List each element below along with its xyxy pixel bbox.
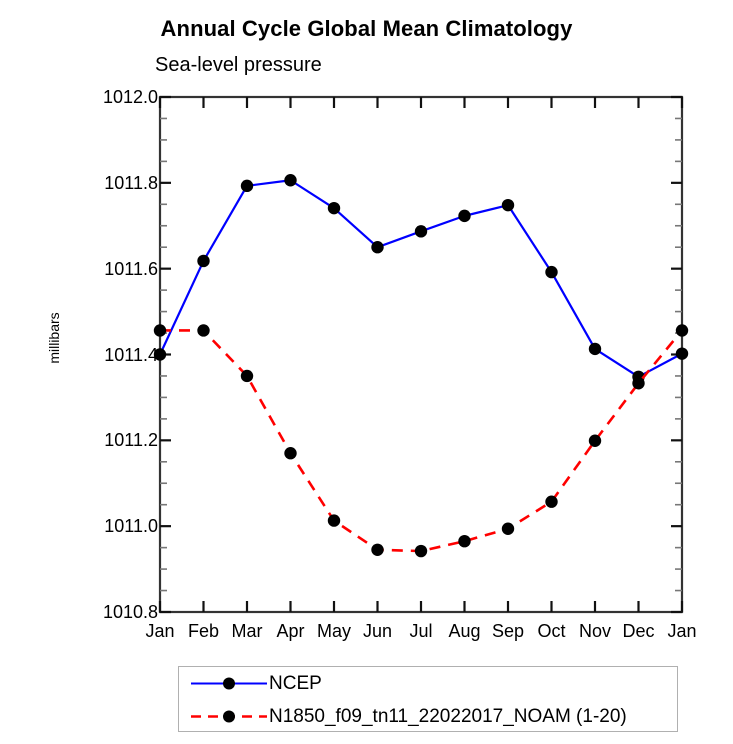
y-tick-text: 1011.2 bbox=[104, 430, 158, 451]
x-tick-label: Aug bbox=[435, 620, 495, 642]
x-tick-text: Jan bbox=[667, 621, 697, 641]
x-tick-label: Jul bbox=[391, 620, 451, 642]
y-tick-label: 1011.8 bbox=[72, 174, 158, 192]
data-point-marker bbox=[588, 434, 602, 447]
y-tick-text: 1011.4 bbox=[104, 344, 158, 365]
series-line-0 bbox=[159, 179, 683, 378]
x-tick-label: Mar bbox=[217, 620, 277, 642]
chart-title: Annual Cycle Global Mean Climatology bbox=[160, 16, 573, 41]
x-tick-label: Jan bbox=[652, 620, 712, 642]
x-tick-label: Jan bbox=[130, 620, 190, 642]
x-tick-text: Oct bbox=[537, 621, 566, 641]
data-point-marker bbox=[632, 377, 645, 390]
data-point-marker bbox=[327, 514, 341, 527]
data-point-marker bbox=[414, 544, 428, 558]
y-tick-label: 1010.8 bbox=[72, 603, 158, 621]
data-point-marker bbox=[197, 254, 210, 268]
data-point-marker bbox=[501, 198, 515, 212]
data-point-marker bbox=[588, 342, 602, 356]
data-point-marker bbox=[240, 179, 254, 193]
data-point-marker bbox=[458, 534, 471, 548]
legend-line-sample-model bbox=[191, 710, 267, 723]
data-point-marker bbox=[371, 241, 384, 254]
x-tick-text: Jul bbox=[409, 621, 433, 641]
legend-label-model: N1850_f09_tn11_22022017_NOAM (1-20) bbox=[269, 706, 627, 727]
x-tick-label: May bbox=[304, 620, 364, 642]
x-tick-text: Aug bbox=[448, 621, 481, 641]
data-point-marker bbox=[501, 522, 515, 535]
y-tick-label: 1011.6 bbox=[72, 260, 158, 278]
data-point-marker bbox=[675, 347, 689, 360]
legend-entry-model: N1850_f09_tn11_22022017_NOAM (1-20) bbox=[179, 700, 679, 733]
data-point-marker bbox=[371, 543, 384, 556]
data-point-marker bbox=[545, 265, 558, 279]
data-point-marker bbox=[284, 447, 297, 460]
data-point-marker bbox=[240, 369, 254, 383]
legend-entry-ncep: NCEP bbox=[179, 667, 679, 700]
chart-legend: NCEP N1850_f09_tn11_22022017_NOAM (1-20) bbox=[178, 666, 678, 732]
x-tick-text: May bbox=[316, 621, 351, 641]
x-tick-text: Sep bbox=[491, 621, 525, 641]
legend-label-ncep: NCEP bbox=[269, 673, 322, 694]
x-tick-label: Apr bbox=[261, 620, 321, 642]
data-point-marker bbox=[153, 324, 167, 337]
x-tick-text: Apr bbox=[276, 621, 305, 641]
chart-subtitle: Sea-level pressure bbox=[155, 54, 322, 76]
x-tick-text: Jun bbox=[362, 621, 393, 641]
x-tick-text: Dec bbox=[622, 621, 655, 641]
x-tick-text: Mar bbox=[231, 621, 263, 641]
y-tick-text: 1011.0 bbox=[104, 516, 158, 537]
y-tick-label: 1011.4 bbox=[72, 346, 158, 364]
y-tick-text: 1011.8 bbox=[104, 172, 158, 193]
x-tick-text: Feb bbox=[187, 621, 220, 641]
data-point-marker bbox=[153, 348, 167, 361]
series-line-1 bbox=[160, 329, 684, 553]
data-series-group bbox=[153, 174, 689, 558]
y-tick-text: 1012.0 bbox=[102, 87, 158, 107]
x-tick-label: Jun bbox=[348, 620, 408, 642]
data-point-marker bbox=[458, 209, 471, 223]
legend-line-sample-ncep bbox=[191, 677, 267, 690]
data-point-marker bbox=[675, 324, 689, 337]
x-tick-label: Feb bbox=[174, 620, 234, 642]
y-tick-label: 1011.0 bbox=[72, 517, 158, 535]
y-tick-text: 1011.6 bbox=[104, 258, 158, 279]
x-tick-label: Nov bbox=[565, 620, 625, 642]
y-tick-text: 1010.8 bbox=[102, 602, 158, 622]
data-point-marker bbox=[545, 495, 558, 508]
data-point-marker bbox=[197, 324, 210, 337]
x-tick-text: Jan bbox=[145, 621, 175, 641]
x-tick-label: Oct bbox=[522, 620, 582, 642]
data-point-marker bbox=[414, 225, 428, 238]
y-tick-label: 1012.0 bbox=[72, 88, 158, 106]
y-tick-label: 1011.2 bbox=[72, 431, 158, 449]
x-tick-text: Nov bbox=[578, 621, 611, 641]
data-point-marker bbox=[284, 174, 297, 187]
data-point-marker bbox=[327, 201, 341, 215]
x-tick-label: Sep bbox=[478, 620, 538, 642]
x-tick-label: Dec bbox=[609, 620, 669, 642]
